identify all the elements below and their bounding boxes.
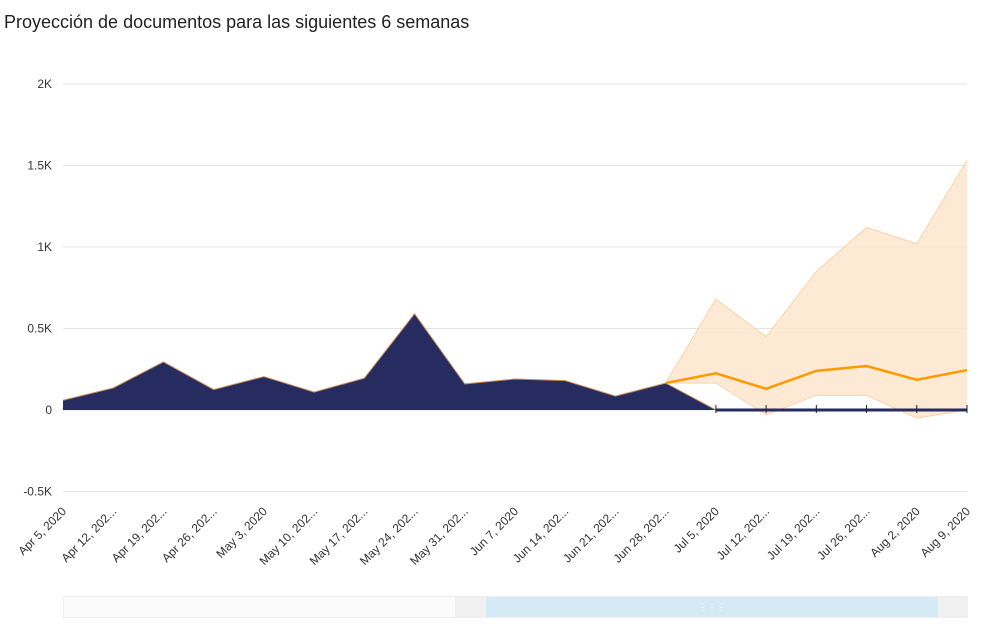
- x-tick-label: Jul 12, 202...: [714, 504, 772, 562]
- x-tick-label: Jul 19, 202...: [764, 504, 822, 562]
- forecast-lower-bound: [665, 382, 968, 419]
- y-tick-label: 1.5K: [27, 159, 52, 173]
- x-tick-label: Jun 7, 2020: [467, 504, 521, 558]
- actual-area: [63, 313, 967, 410]
- y-tick-label: 0: [45, 403, 52, 417]
- x-tick-label: Jul 26, 202...: [814, 504, 872, 562]
- y-tick-label: 1K: [37, 240, 52, 254]
- x-tick-label: Aug 9, 2020: [917, 504, 973, 560]
- forecast-confidence-band: [665, 160, 967, 419]
- forecast-upper-bound: [665, 160, 968, 384]
- y-tick-label: 2K: [37, 77, 52, 91]
- y-tick-label: 0.5K: [27, 322, 52, 336]
- chart-title: Proyección de documentos para las siguie…: [4, 12, 470, 32]
- y-tick-label: -0.5K: [23, 485, 52, 499]
- x-tick-label: Jul 5, 2020: [671, 504, 723, 556]
- x-tick-label: Aug 2, 2020: [867, 504, 923, 560]
- scroll-right-handle[interactable]: [938, 597, 968, 617]
- scroll-thumb[interactable]: ⋮⋮⋮: [486, 597, 938, 617]
- scroll-left-handle[interactable]: [455, 597, 486, 617]
- x-tick-label: Apr 5, 2020: [15, 504, 69, 558]
- range-scrollbar[interactable]: ⋮⋮⋮: [63, 596, 968, 618]
